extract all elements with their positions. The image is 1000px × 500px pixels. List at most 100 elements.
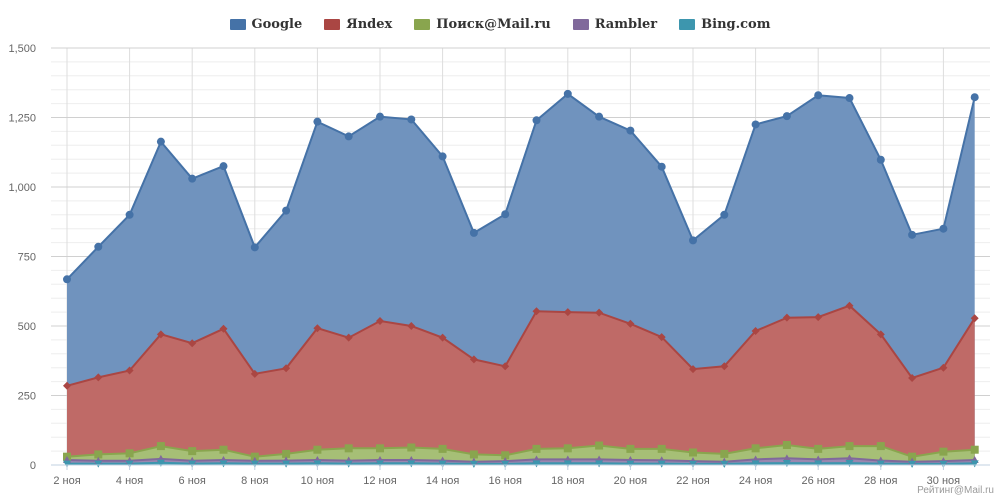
data-point — [751, 444, 760, 453]
data-point — [125, 449, 134, 458]
data-point — [563, 89, 572, 98]
data-point — [188, 174, 197, 183]
line-Rambler — [66, 457, 975, 463]
legend-item[interactable]: Поиск@Mail.ru — [414, 16, 551, 32]
data-point — [501, 460, 510, 468]
data-point — [219, 324, 228, 333]
data-point — [188, 460, 197, 468]
x-tick-label: 24 ноя — [739, 475, 772, 487]
x-tick-label: 26 ноя — [801, 475, 834, 487]
data-point — [814, 460, 823, 468]
data-point — [595, 112, 604, 121]
chart-legend: Google Яndex Поиск@Mail.ru Rambler Bing.com — [0, 15, 1000, 33]
data-point — [438, 460, 447, 468]
legend-swatch — [572, 18, 589, 30]
data-point — [501, 362, 510, 371]
data-point — [125, 366, 134, 375]
data-point — [751, 460, 760, 468]
data-point — [595, 460, 604, 468]
data-point — [250, 460, 259, 468]
data-point — [970, 460, 979, 468]
data-point — [970, 93, 979, 102]
data-point — [689, 236, 697, 245]
data-point — [219, 162, 228, 171]
legend-item[interactable]: Google — [229, 17, 302, 32]
data-point — [876, 460, 885, 468]
legend-swatch — [679, 18, 696, 30]
legend-swatch — [324, 18, 341, 30]
data-point — [626, 460, 635, 468]
x-tick-label: 2 ноя — [53, 475, 80, 487]
data-point — [814, 444, 823, 453]
data-point — [125, 210, 134, 219]
data-point — [908, 230, 917, 239]
data-point — [376, 460, 384, 468]
x-tick-label: 6 ноя — [179, 475, 206, 487]
data-point — [657, 333, 666, 342]
data-point — [188, 447, 197, 456]
y-tick-label: 1,500 — [8, 43, 36, 55]
data-point — [563, 308, 572, 317]
data-point — [657, 460, 666, 468]
chart-credit: Рейтинг@Mail.ru — [917, 485, 994, 496]
data-point — [94, 460, 103, 468]
data-point — [407, 443, 416, 452]
data-point — [657, 162, 666, 171]
data-point — [720, 449, 729, 458]
data-point — [63, 381, 71, 390]
data-point — [720, 210, 729, 219]
data-point — [469, 460, 478, 468]
data-point — [970, 445, 979, 454]
data-point — [845, 94, 854, 103]
data-point — [219, 445, 228, 454]
data-point — [626, 319, 635, 328]
data-point — [156, 442, 165, 451]
x-tick-label: 22 ноя — [676, 475, 709, 487]
data-point — [845, 460, 854, 468]
data-point — [63, 275, 71, 284]
data-point — [876, 330, 885, 339]
x-tick-label: 10 ноя — [301, 475, 334, 487]
y-tick-label: 250 — [18, 391, 36, 403]
data-point — [282, 206, 291, 215]
data-point — [751, 327, 760, 336]
data-point — [532, 460, 541, 468]
x-tick-label: 4 ноя — [116, 475, 143, 487]
data-point — [970, 314, 979, 323]
data-point — [376, 112, 384, 121]
legend-item[interactable]: Яndex — [324, 17, 392, 32]
data-point — [469, 228, 478, 237]
x-tick-label: 8 ноя — [241, 475, 268, 487]
legend-item[interactable]: Rambler — [572, 17, 657, 32]
data-point — [908, 460, 917, 468]
data-point — [250, 243, 259, 252]
legend-item[interactable]: Bing.com — [679, 17, 770, 32]
data-point — [908, 373, 917, 382]
line-Google — [66, 92, 976, 280]
data-point — [845, 454, 854, 462]
data-point — [188, 339, 197, 348]
data-point — [156, 459, 165, 467]
data-point — [407, 322, 416, 330]
legend-swatch — [414, 18, 431, 30]
data-point — [250, 452, 259, 461]
data-point — [845, 442, 854, 451]
y-tick-label: 0 — [30, 460, 36, 472]
data-point — [219, 460, 228, 468]
data-point — [438, 152, 447, 161]
series-areas — [67, 93, 975, 466]
data-point — [313, 117, 322, 126]
data-point — [156, 330, 165, 339]
legend-label: Поиск@Mail.ru — [436, 16, 551, 32]
data-point — [657, 444, 666, 453]
data-point — [344, 460, 353, 468]
data-point — [282, 449, 291, 458]
x-tick-label: 12 ноя — [363, 475, 396, 487]
y-tick-label: 500 — [18, 321, 36, 333]
data-point — [469, 355, 478, 364]
data-point — [626, 444, 635, 453]
legend-swatch — [229, 18, 246, 30]
data-point — [689, 365, 697, 374]
data-point — [782, 112, 791, 121]
x-tick-label: 20 ноя — [614, 475, 647, 487]
